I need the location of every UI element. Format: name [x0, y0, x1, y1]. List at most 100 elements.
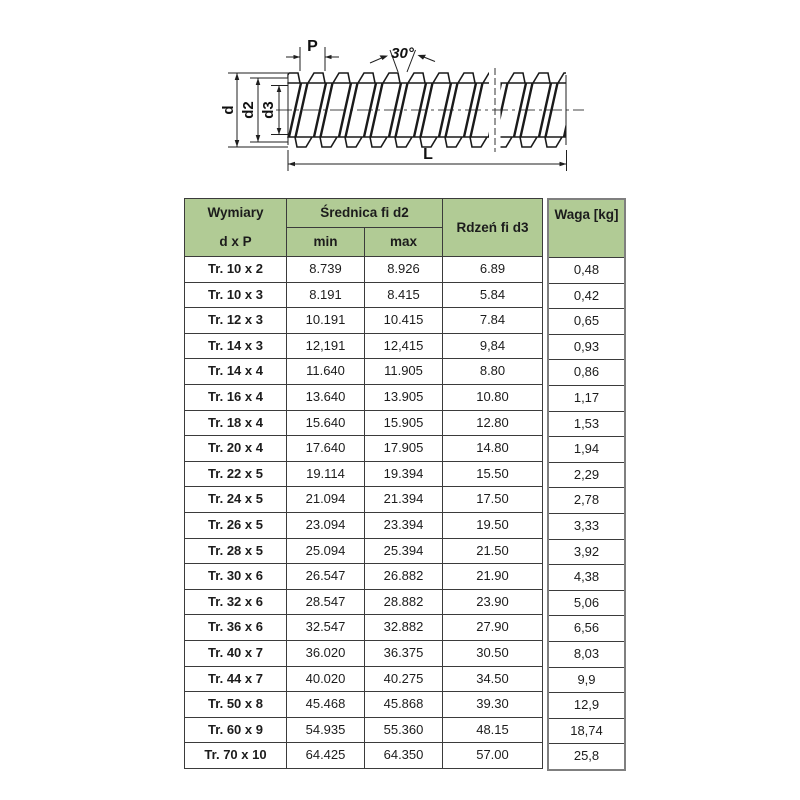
spec-row: Tr. 26 x 5 23.094 23.394 19.50	[184, 511, 543, 539]
weight-row: 12,9	[547, 692, 626, 719]
spec-row: Tr. 24 x 5 21.094 21.394 17.50	[184, 486, 543, 513]
thread-lines	[287, 136, 566, 148]
row-dimension: Tr. 36 x 6	[184, 614, 287, 641]
row-weight: 2,78	[547, 487, 626, 514]
row-weight: 2,29	[547, 461, 626, 489]
spec-row: Tr. 22 x 5 19.114 19.394 15.50	[184, 460, 543, 488]
weight-row: 1,17	[547, 384, 626, 412]
label-diameter-d2: d2	[240, 101, 257, 119]
row-weight: 0,93	[547, 333, 626, 361]
spec-row: Tr. 14 x 4 11.640 11.905 8.80	[184, 358, 543, 385]
row-weight: 1,94	[547, 436, 626, 463]
weight-row: 18,74	[547, 717, 626, 745]
weight-row: 2,78	[547, 487, 626, 514]
spec-row: Tr. 50 x 8 45.468 45.868 39.30	[184, 691, 543, 718]
spec-row: Tr. 28 x 5 25.094 25.394 21.50	[184, 537, 543, 565]
row-d2-max: 11.905	[364, 358, 443, 385]
row-d2-min: 23.094	[286, 511, 365, 539]
row-d3-core: 23.90	[442, 588, 543, 616]
row-d2-min: 54.935	[286, 716, 365, 744]
spec-row: Tr. 70 x 10 64.425 64.350 57.00	[184, 742, 543, 769]
weight-row: 0,65	[547, 308, 626, 335]
row-d3-core: 10.80	[442, 383, 543, 411]
header-row-2: min max	[185, 227, 543, 257]
weight-row: 5,06	[547, 589, 626, 617]
header-diameter-group: Średnica fi d2	[286, 198, 443, 228]
spec-row: Tr. 10 x 3 8.191 8.415 5.84	[184, 281, 543, 309]
row-d2-min: 28.547	[286, 588, 365, 616]
row-d3-core: 19.50	[442, 511, 543, 539]
header-dimensions-line1: Wymiary	[207, 205, 264, 220]
row-d3-core: 48.15	[442, 716, 543, 744]
row-d2-max: 10.415	[364, 307, 443, 334]
spec-row: Tr. 30 x 6 26.547 26.882 21.90	[184, 563, 543, 590]
row-d3-core: 34.50	[442, 665, 543, 693]
row-d3-core: 21.90	[442, 563, 543, 590]
row-d2-min: 8.191	[286, 281, 365, 309]
header-weight-label: Waga [kg]	[554, 207, 619, 222]
header-core: Rdzeń fi d3	[442, 198, 543, 257]
header-weight: Waga [kg]	[547, 198, 626, 258]
row-d2-min: 17.640	[286, 435, 365, 462]
label-flank-angle: 30°	[391, 45, 415, 62]
row-d3-core: 30.50	[442, 639, 543, 667]
row-weight: 9,9	[547, 666, 626, 694]
weight-row: 0,86	[547, 359, 626, 386]
weight-row: 6,56	[547, 615, 626, 642]
row-d3-core: 7.84	[442, 307, 543, 334]
row-d2-max: 55.360	[364, 716, 443, 744]
row-dimension: Tr. 26 x 5	[184, 511, 287, 539]
spec-row: Tr. 10 x 2 8.739 8.926 6.89	[184, 256, 543, 283]
row-weight: 6,56	[547, 615, 626, 642]
label-diameter-d: d	[220, 105, 237, 114]
header-core-label: Rdzeń fi d3	[456, 219, 529, 235]
row-d2-min: 21.094	[286, 486, 365, 513]
weight-row: 8,03	[547, 640, 626, 668]
spec-row: Tr. 32 x 6 28.547 28.882 23.90	[184, 588, 543, 616]
weight-row: 1,53	[547, 410, 626, 438]
row-d2-max: 23.394	[364, 511, 443, 539]
row-weight: 0,86	[547, 359, 626, 386]
row-dimension: Tr. 14 x 3	[184, 332, 287, 360]
row-d2-min: 26.547	[286, 563, 365, 590]
weight-row: 1,94	[547, 436, 626, 463]
row-d2-max: 26.882	[364, 563, 443, 590]
label-length: L	[423, 146, 433, 163]
row-weight: 4,38	[547, 564, 626, 591]
row-d2-max: 8.926	[364, 256, 443, 283]
spec-row: Tr. 18 x 4 15.640 15.905 12.80	[184, 409, 543, 437]
row-d2-max: 8.415	[364, 281, 443, 309]
row-weight: 12,9	[547, 692, 626, 719]
dimension-lines: d d2 d3 P	[220, 38, 567, 171]
weight-table: Waga [kg] 0,48 0,42 0,65 0,93 0,86 1,17 1,53 1,…	[547, 198, 626, 771]
row-d2-min: 45.468	[286, 691, 365, 718]
row-d2-min: 11.640	[286, 358, 365, 385]
row-d3-core: 5.84	[442, 281, 543, 309]
weight-row: 3,33	[547, 512, 626, 540]
spec-row: Tr. 36 x 6 32.547 32.882 27.90	[184, 614, 543, 641]
row-d3-core: 9,84	[442, 332, 543, 360]
row-weight: 8,03	[547, 640, 626, 668]
row-d2-min: 8.739	[286, 256, 365, 283]
row-d2-min: 10.191	[286, 307, 365, 334]
row-d3-core: 8.80	[442, 358, 543, 385]
row-d2-max: 32.882	[364, 614, 443, 641]
row-weight: 25,8	[547, 743, 626, 771]
row-dimension: Tr. 40 x 7	[184, 639, 287, 667]
weight-row: 0,48	[547, 257, 626, 284]
header-min: min	[286, 227, 365, 257]
weight-row: 0,93	[547, 333, 626, 361]
row-weight: 3,92	[547, 538, 626, 566]
dimensions-table: Wymiary d x P Średnica fi d2 Rdzeń fi d3…	[184, 198, 543, 769]
spec-row: Tr. 44 x 7 40.020 40.275 34.50	[184, 665, 543, 693]
row-dimension: Tr. 28 x 5	[184, 537, 287, 565]
row-dimension: Tr. 30 x 6	[184, 563, 287, 590]
row-weight: 0,65	[547, 308, 626, 335]
spec-row: Tr. 12 x 3 10.191 10.415 7.84	[184, 307, 543, 334]
row-weight: 1,53	[547, 410, 626, 438]
row-d3-core: 39.30	[442, 691, 543, 718]
row-weight: 0,48	[547, 257, 626, 284]
row-d3-core: 21.50	[442, 537, 543, 565]
row-d2-min: 64.425	[286, 742, 365, 769]
spec-row: Tr. 20 x 4 17.640 17.905 14.80	[184, 435, 543, 462]
